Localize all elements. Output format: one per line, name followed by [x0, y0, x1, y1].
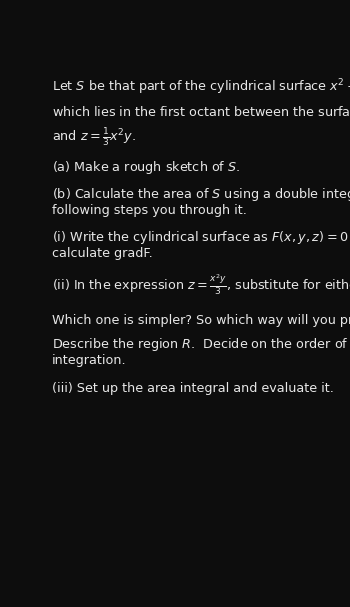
Text: Which one is simpler? So which way will you project?: Which one is simpler? So which way will … [52, 314, 350, 327]
Text: (a) Make a rough sketch of $S$.: (a) Make a rough sketch of $S$. [52, 159, 240, 176]
Text: calculate gradF.: calculate gradF. [52, 248, 153, 260]
Text: and $z=\frac{1}{3}x^{2}y$.: and $z=\frac{1}{3}x^{2}y$. [52, 126, 136, 148]
Text: (i) Write the cylindrical surface as $F(x,y,z)=0$ and then: (i) Write the cylindrical surface as $F(… [52, 229, 350, 246]
Text: (iii) Set up the area integral and evaluate it.: (iii) Set up the area integral and evalu… [52, 382, 334, 395]
Text: (b) Calculate the area of $S$ using a double integral. The: (b) Calculate the area of $S$ using a do… [52, 186, 350, 203]
Text: Describe the region $R$.  Decide on the order of: Describe the region $R$. Decide on the o… [52, 336, 349, 353]
Text: Let $S$ be that part of the cylindrical surface $x^{2}+y^{2}=9$: Let $S$ be that part of the cylindrical … [52, 78, 350, 97]
Text: which lies in the first octant between the surfaces $z=0$: which lies in the first octant between t… [52, 105, 350, 119]
Text: integration.: integration. [52, 354, 126, 367]
Text: (ii) In the expression $z=\frac{x^{2}y}{3}$, substitute for either $x$ or $y$.: (ii) In the expression $z=\frac{x^{2}y}{… [52, 273, 350, 297]
Text: following steps you through it.: following steps you through it. [52, 204, 247, 217]
